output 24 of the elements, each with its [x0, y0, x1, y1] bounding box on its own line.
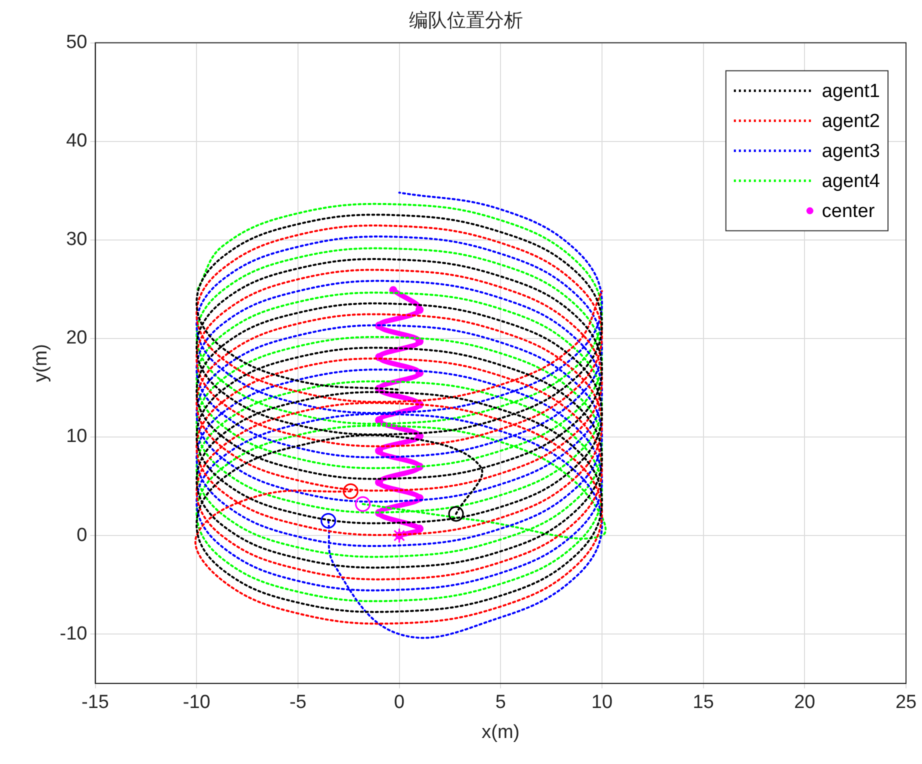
x-tick-label: -5: [289, 692, 306, 714]
legend-label: agent3: [822, 141, 880, 162]
x-tick-label: 25: [895, 692, 917, 714]
x-tick-label: 5: [495, 692, 506, 714]
legend-label: agent2: [822, 111, 880, 132]
y-tick-label: 30: [66, 229, 88, 250]
y-axis-title: y(m): [30, 344, 52, 382]
legend-label: center: [822, 201, 876, 222]
x-tick-label: 20: [794, 692, 816, 714]
x-tick-label: 0: [394, 692, 405, 714]
y-tick-label: 20: [66, 328, 88, 349]
legend-label: agent4: [822, 171, 880, 192]
x-tick-label: 10: [591, 692, 613, 714]
y-tick-label: 0: [76, 524, 88, 546]
x-tick-label: -10: [182, 692, 210, 714]
y-tick-label: -10: [60, 623, 88, 644]
chart-title: 编队位置分析: [409, 10, 523, 32]
x-tick-label: 15: [692, 692, 714, 714]
y-tick-label: 50: [66, 32, 88, 54]
x-tick-label: -15: [82, 692, 109, 714]
x-axis-title: x(m): [482, 722, 520, 743]
legend-label: agent1: [822, 81, 880, 102]
y-tick-label: 10: [66, 426, 88, 448]
y-tick-label: 40: [66, 130, 88, 152]
